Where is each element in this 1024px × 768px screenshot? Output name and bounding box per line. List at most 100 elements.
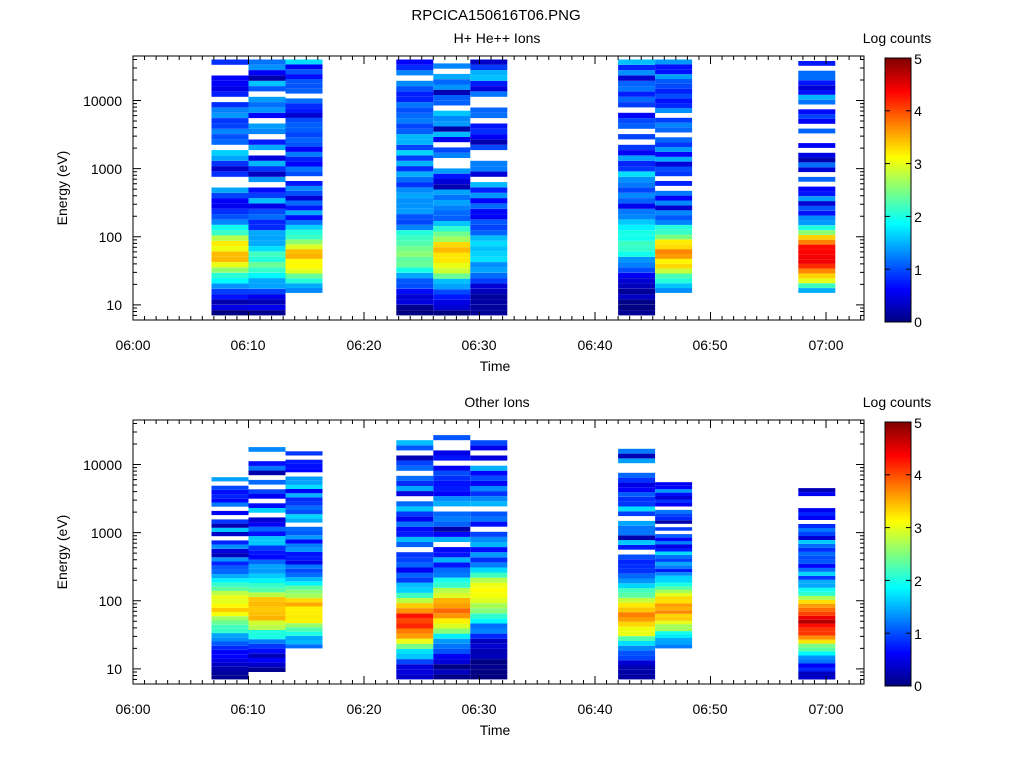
spectrogram-cell (470, 203, 508, 209)
spectrogram-cell (433, 178, 471, 185)
spectrogram-cell (798, 249, 836, 255)
spectrogram-cell (618, 160, 656, 167)
spectrogram-cell (211, 666, 249, 671)
spectrogram-cell (248, 203, 286, 209)
spectrogram-cell (433, 294, 471, 300)
spectrogram-cell (285, 142, 323, 147)
x-axis-ticks (132, 56, 862, 320)
spectrogram-cell (433, 664, 471, 670)
spectrogram-cell (433, 236, 471, 242)
spectrogram-cell (618, 91, 656, 97)
spectrogram-cell (655, 283, 693, 289)
spectrogram-cell (285, 117, 323, 123)
colorbar-swatch (885, 503, 911, 507)
spectrogram-cell (798, 157, 836, 163)
spectrogram-cell (655, 59, 693, 65)
colorbar-swatch (885, 506, 911, 510)
x-axis-label: Time (480, 722, 511, 738)
colorbar-swatch (885, 635, 911, 639)
colorbar-swatch (885, 282, 911, 286)
spectrogram-cell (396, 144, 434, 151)
spectrogram-cell (248, 208, 286, 215)
spectrogram-cell (655, 210, 693, 216)
y-tick-label: 10 (106, 661, 122, 677)
colorbar-swatch (885, 129, 911, 133)
spectrogram-cell (618, 602, 656, 608)
spectrogram-cell (798, 205, 836, 211)
spectrogram-cell (248, 198, 286, 204)
spectrogram-cell (655, 93, 693, 99)
spectrogram-cell (248, 648, 286, 654)
spectrogram-cell (798, 667, 836, 672)
spectrogram-cell (285, 484, 323, 489)
spectrogram-cell (211, 214, 249, 220)
colorbar-swatch (885, 485, 911, 489)
spectrogram-cell (248, 465, 286, 471)
colorbar-swatch (885, 461, 911, 465)
spectrogram-cell (798, 575, 836, 580)
spectrogram-cell (433, 168, 471, 174)
spectrogram-cell (248, 112, 286, 119)
spectrogram-cell (470, 192, 508, 199)
spectrogram-cell (285, 210, 323, 216)
colorbar-swatch (885, 145, 911, 149)
spectrogram-cell (798, 627, 836, 632)
spectrogram-cell (211, 304, 249, 311)
colorbar-swatch (885, 300, 911, 304)
spectrogram-cell (248, 526, 286, 532)
colorbar-swatch (885, 258, 911, 262)
spectrogram-cell (396, 299, 434, 305)
colorbar-swatch (885, 572, 911, 576)
spectrogram-cell (285, 122, 323, 128)
spectrogram-cell (618, 123, 656, 129)
colorbar-swatch (885, 612, 911, 616)
spectrogram-cell (248, 545, 286, 551)
spectrogram-cell (433, 262, 471, 269)
spectrogram-cell (211, 59, 249, 65)
colorbar-swatch (885, 604, 911, 608)
spectrogram-cell (285, 514, 323, 519)
spectrogram-cell (798, 591, 836, 596)
spectrogram-cell (798, 599, 836, 604)
colorbar-swatch (885, 601, 911, 605)
spectrogram-cell (655, 166, 693, 172)
colorbar-swatch (885, 482, 911, 486)
colorbar-swatch (885, 424, 911, 428)
colorbar-swatch (885, 427, 911, 431)
spectrogram-cell (211, 139, 249, 145)
spectrogram-cell (798, 201, 836, 206)
spectrogram-cell (396, 623, 434, 629)
spectrogram-cell (655, 603, 693, 607)
spectrogram-cell (396, 230, 434, 236)
spectrogram-cell (470, 59, 508, 65)
spectrogram-cell (211, 671, 249, 676)
spectrogram-cell (618, 573, 656, 579)
spectrogram-cell (396, 455, 434, 461)
colorbar-swatch (885, 76, 911, 80)
spectrogram-cell (433, 648, 471, 654)
spectrogram-cell (618, 240, 656, 247)
colorbar-swatch (885, 237, 911, 241)
spectrogram-cell (248, 540, 286, 546)
spectrogram-cell (248, 662, 286, 668)
spectrogram-cell (618, 112, 656, 119)
spectrogram-cell (211, 633, 249, 638)
spectrogram-cell (396, 648, 434, 654)
spectrogram-cell (655, 534, 693, 538)
colorbar-swatch (885, 588, 911, 592)
spectrogram-cell (470, 187, 508, 193)
y-tick-label: 10000 (83, 93, 122, 109)
spectrogram-cell (655, 161, 693, 167)
spectrogram-cell (798, 532, 836, 536)
spectrogram-cell (618, 262, 656, 268)
spectrogram-cell (285, 190, 323, 196)
spectrogram-cell (285, 556, 323, 561)
spectrogram-cell (433, 450, 471, 456)
colorbar-swatch (885, 664, 911, 668)
y-tick-label: 1000 (91, 161, 122, 177)
spectrogram-cell (618, 597, 656, 603)
colorbar-swatch (885, 546, 911, 550)
spectrogram-cell (211, 612, 249, 617)
spectrogram-cell (285, 288, 323, 293)
spectrogram-cell (433, 491, 471, 497)
